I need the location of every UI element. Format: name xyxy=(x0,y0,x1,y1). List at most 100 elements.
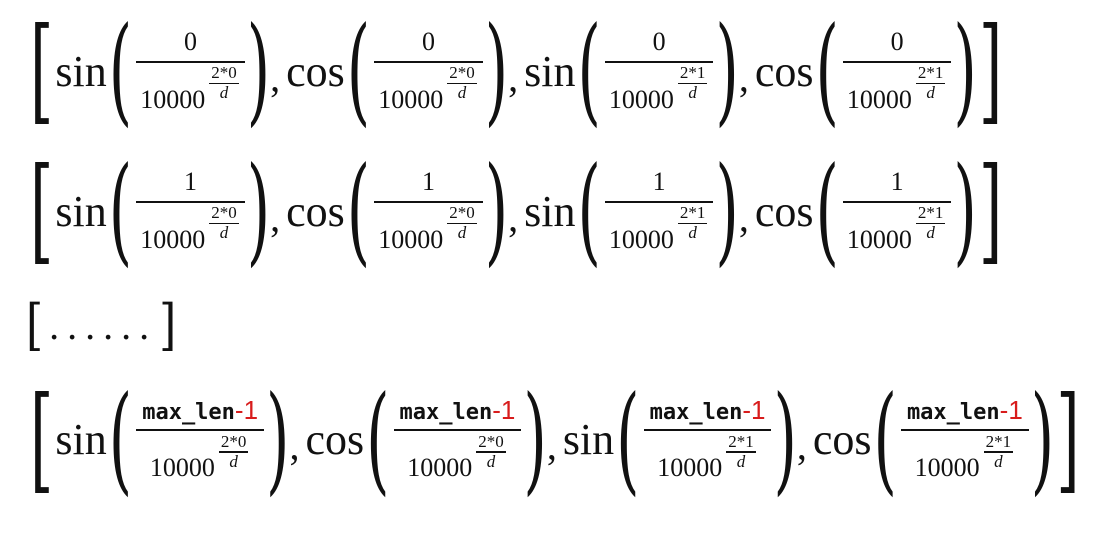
fraction: 0 10000 2*1 d xyxy=(842,27,952,115)
right-paren: ) xyxy=(266,371,290,508)
exponent: 2*1 d xyxy=(726,431,756,472)
exponent-denominator: d xyxy=(926,223,935,243)
comma: , xyxy=(796,423,807,469)
exponent: 2*0 d xyxy=(447,203,477,243)
fraction: max_len-1 10000 2*0 d xyxy=(393,396,522,483)
exponent-numerator: 2*0 xyxy=(478,431,504,451)
exponent-denominator: d xyxy=(457,83,467,103)
exponent-bar xyxy=(915,82,946,85)
exponent: 2*1 d xyxy=(983,431,1014,472)
base: 10000 xyxy=(608,224,674,254)
left-paren: ( xyxy=(616,371,640,508)
left-bracket: [ xyxy=(30,373,54,507)
exponent-denominator: d xyxy=(219,223,229,243)
left-paren: ( xyxy=(873,371,897,508)
right-bracket: ] xyxy=(978,144,1003,278)
encoding-row-last: [ sin ( max_len-1 10000 2*0 d ) , cos ( … xyxy=(0,381,1080,498)
left-paren: ( xyxy=(815,3,839,140)
exponent-numerator: 2*1 xyxy=(728,431,754,451)
fraction-bar xyxy=(604,200,714,203)
fraction: 1 10000 2*1 d xyxy=(604,167,714,255)
exponent-numerator: 2*0 xyxy=(449,203,475,223)
exponent-bar xyxy=(983,451,1014,453)
numerator: 1 xyxy=(183,167,197,196)
exponent-numerator: 2*0 xyxy=(449,63,475,83)
right-paren: ) xyxy=(953,143,977,280)
exponent-denominator: d xyxy=(688,83,697,103)
exponent: 2*0 d xyxy=(476,431,506,472)
exponent-bar xyxy=(726,451,756,453)
left-paren: ( xyxy=(815,143,839,280)
numerator-variable: max_len xyxy=(142,400,235,425)
term-sin: sin ( 0 10000 2*0 d ) xyxy=(55,13,270,130)
base: 10000 xyxy=(407,453,473,483)
encoding-row-1: [ sin ( 1 10000 2*0 d ) , cos ( 1 10000 xyxy=(0,153,1002,270)
right-paren: ) xyxy=(523,371,547,508)
right-bracket: ] xyxy=(978,4,1003,138)
term-sin: sin ( max_len-1 10000 2*0 d ) xyxy=(55,381,289,498)
base: 10000 xyxy=(140,84,206,114)
exponent-bar xyxy=(218,451,249,453)
numerator: 0 xyxy=(652,27,666,56)
numerator: max_len-1 xyxy=(136,396,264,429)
denominator: 10000 2*0 d xyxy=(136,203,245,255)
numerator-variable: max_len xyxy=(399,400,493,425)
comma: , xyxy=(546,423,557,469)
numerator: max_len-1 xyxy=(394,396,522,429)
exponent-numerator: 2*1 xyxy=(985,431,1012,451)
exponent-numerator: 2*0 xyxy=(211,63,237,83)
exponent: 2*1 d xyxy=(915,63,946,103)
exponent-bar xyxy=(209,222,239,225)
exponent-numerator: 2*1 xyxy=(917,63,944,83)
right-paren: ) xyxy=(246,143,271,280)
right-paren: ) xyxy=(715,3,739,140)
left-paren: ( xyxy=(108,3,133,140)
ellipsis-left-bracket: [ xyxy=(26,293,44,358)
left-paren: ( xyxy=(346,3,371,140)
exponent-denominator: d xyxy=(926,83,935,103)
numerator: 0 xyxy=(890,27,904,56)
exponent: 2*0 d xyxy=(209,63,239,103)
numerator-variable: max_len xyxy=(649,400,743,425)
numerator: max_len-1 xyxy=(901,396,1029,429)
fraction-bar xyxy=(136,200,245,203)
right-paren: ) xyxy=(484,3,509,140)
fraction: max_len-1 10000 2*1 d xyxy=(900,396,1029,483)
numerator: 1 xyxy=(652,167,666,196)
exponent-denominator: d xyxy=(994,451,1003,471)
denominator: 10000 2*1 d xyxy=(653,431,762,483)
exponent-bar xyxy=(447,222,477,225)
fraction: max_len-1 10000 2*1 d xyxy=(643,396,772,483)
term-cos: cos ( 0 10000 2*1 d ) xyxy=(755,13,977,130)
exponent-bar xyxy=(447,82,477,85)
exponent: 2*1 d xyxy=(677,63,708,103)
comma: , xyxy=(270,194,281,240)
numerator-offset: -1 xyxy=(234,395,259,425)
exponent-bar xyxy=(915,222,946,225)
ellipsis-dots: ...... xyxy=(49,303,158,348)
left-paren: ( xyxy=(346,143,371,280)
fraction-bar xyxy=(604,60,714,63)
comma: , xyxy=(508,54,519,100)
exponent-denominator: d xyxy=(229,451,238,471)
function-name: cos xyxy=(812,415,872,465)
fraction-bar xyxy=(374,200,483,203)
exponent-denominator: d xyxy=(688,223,697,243)
ellipsis-row: [ ...... ] xyxy=(26,294,176,358)
base: 10000 xyxy=(914,453,980,483)
fraction: max_len-1 10000 2*0 d xyxy=(136,396,265,483)
comma: , xyxy=(270,54,281,100)
left-bracket: [ xyxy=(30,4,54,138)
fraction-bar xyxy=(643,429,772,432)
exponent: 2*0 d xyxy=(218,432,249,472)
encoding-row-0: [ sin ( 0 10000 2*0 d ) , cos ( 0 10000 xyxy=(0,13,1002,130)
fraction: 0 10000 2*0 d xyxy=(136,27,245,115)
left-paren: ( xyxy=(108,143,133,280)
base: 10000 xyxy=(378,224,444,254)
function-name: cos xyxy=(286,46,345,96)
function-name: sin xyxy=(55,46,107,96)
fraction: 0 10000 2*0 d xyxy=(374,27,483,115)
denominator: 10000 2*0 d xyxy=(136,63,245,115)
fraction-bar xyxy=(842,200,952,203)
fraction-bar xyxy=(136,429,265,432)
